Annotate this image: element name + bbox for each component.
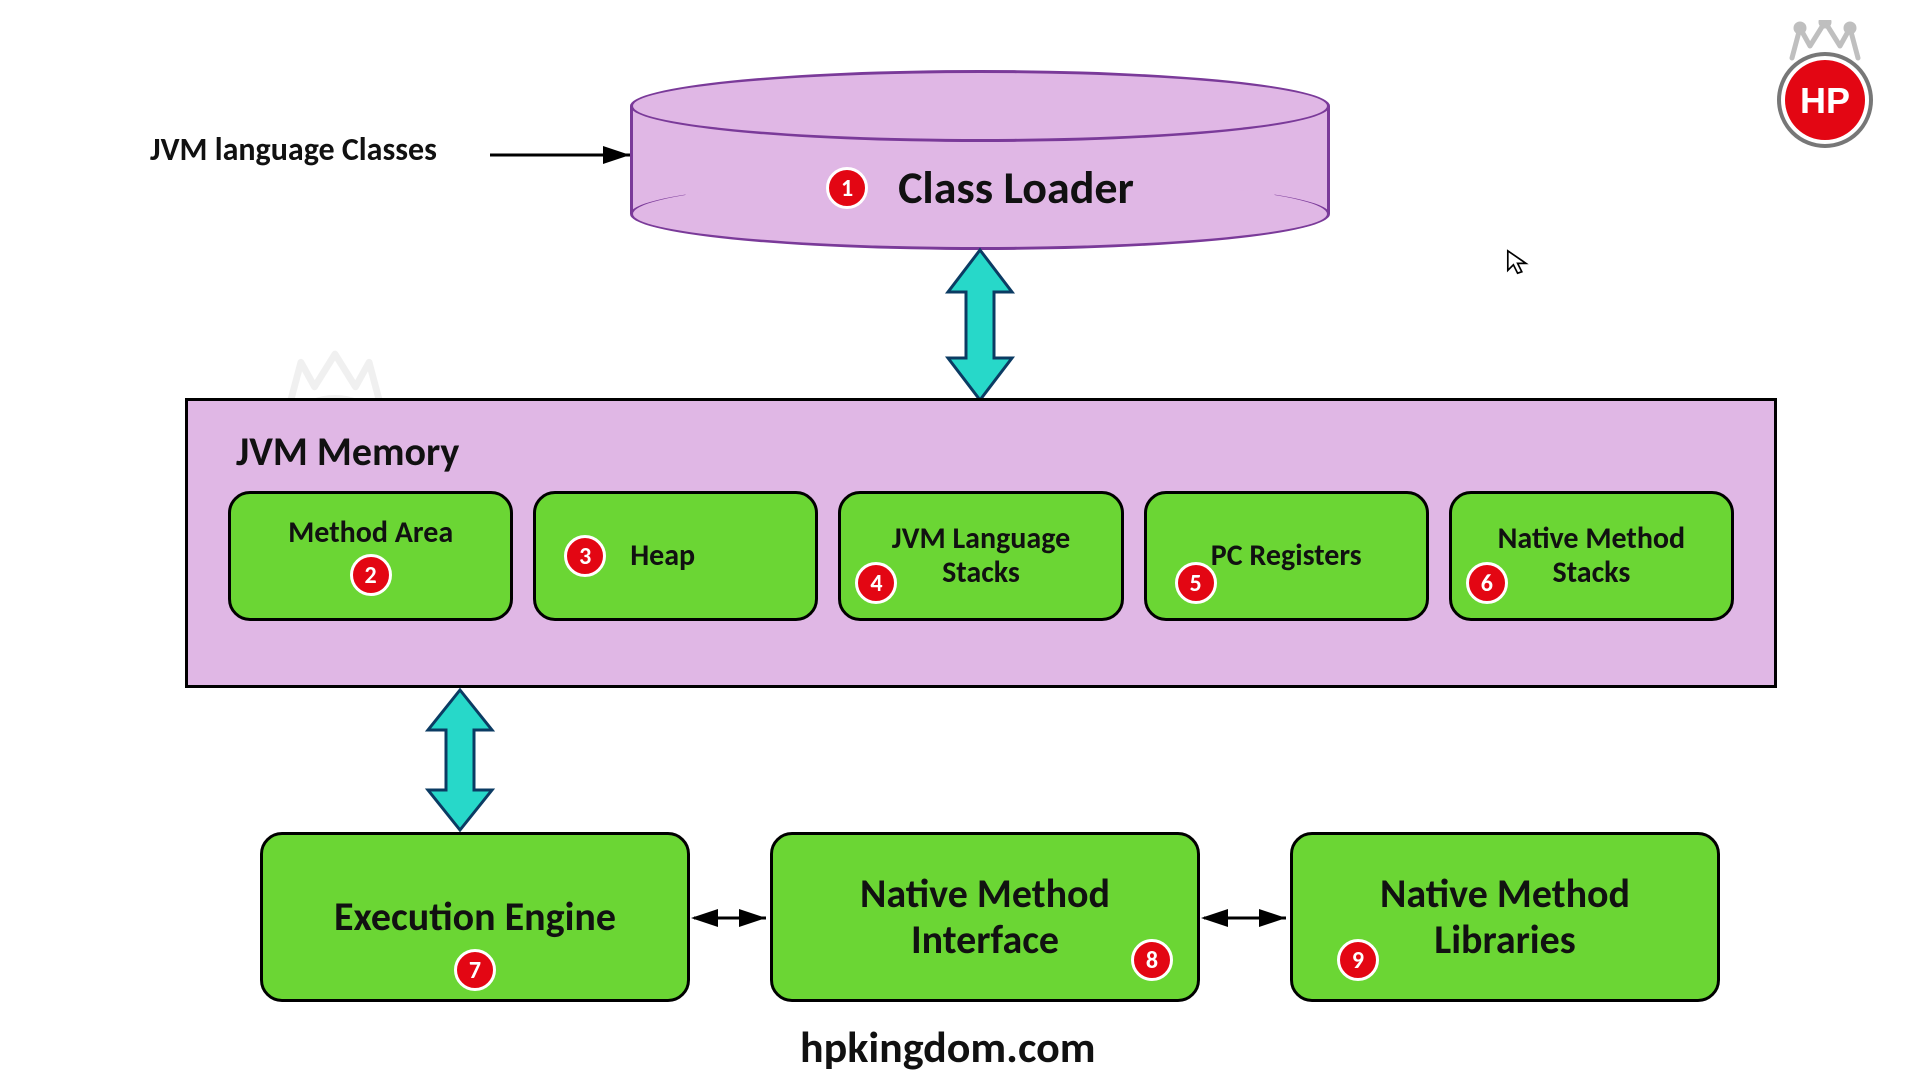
jvm-memory-title: JVM Memory xyxy=(236,427,459,476)
arrow-memory-execution xyxy=(420,690,500,830)
mem-block-pc-registers: PC Registers 5 xyxy=(1144,491,1429,621)
execution-engine-block: Execution Engine 7 xyxy=(260,832,690,1002)
mem-block-pc-registers-title: PC Registers xyxy=(1211,539,1362,574)
arrow-label-to-cylinder xyxy=(490,145,640,165)
execution-engine-title: Execution Engine xyxy=(334,894,616,940)
mem-block-method-area-title: Method Area xyxy=(288,516,453,551)
mem-block-jvm-stacks: JVM Language Stacks 4 xyxy=(838,491,1123,621)
mem-block-heap-title: Heap xyxy=(630,539,695,574)
native-method-interface-title: Native Method Interface xyxy=(860,871,1110,963)
badge-6: 6 xyxy=(1466,562,1508,604)
badge-9: 9 xyxy=(1337,939,1379,981)
class-loader-title: Class Loader xyxy=(898,160,1134,216)
logo: HP xyxy=(1770,20,1880,150)
badge-2: 2 xyxy=(350,554,392,596)
badge-7: 7 xyxy=(454,949,496,991)
class-loader-cylinder: 1 Class Loader xyxy=(630,70,1330,250)
mem-block-native-stacks-title: Native Method Stacks xyxy=(1498,522,1686,591)
jvm-memory-panel: JVM Memory Method Area 2 3 Heap JVM La xyxy=(185,398,1777,688)
arrow-exec-nmi xyxy=(690,908,770,928)
native-method-libraries-title: Native Method Libraries xyxy=(1380,871,1630,963)
badge-5: 5 xyxy=(1175,562,1217,604)
arrow-classloader-memory xyxy=(940,250,1020,400)
cursor-icon xyxy=(1505,248,1533,276)
footer-url: hpkingdom.com xyxy=(800,1020,1096,1074)
diagram-stage: HP HP JVM language Classes 1 Class Loade… xyxy=(0,0,1920,1080)
native-method-interface-block: Native Method Interface 8 xyxy=(770,832,1200,1002)
arrow-nmi-nml xyxy=(1200,908,1290,928)
badge-3: 3 xyxy=(564,535,606,577)
badge-4: 4 xyxy=(855,562,897,604)
svg-text:HP: HP xyxy=(1800,80,1850,121)
badge-8: 8 xyxy=(1131,939,1173,981)
mem-block-jvm-stacks-title: JVM Language Stacks xyxy=(892,522,1070,591)
mem-block-native-stacks: Native Method Stacks 6 xyxy=(1449,491,1734,621)
native-method-libraries-block: Native Method Libraries 9 xyxy=(1290,832,1720,1002)
mem-block-method-area: Method Area 2 xyxy=(228,491,513,621)
external-label: JVM language Classes xyxy=(150,130,437,169)
mem-block-heap: 3 Heap xyxy=(533,491,818,621)
badge-1: 1 xyxy=(826,167,868,209)
